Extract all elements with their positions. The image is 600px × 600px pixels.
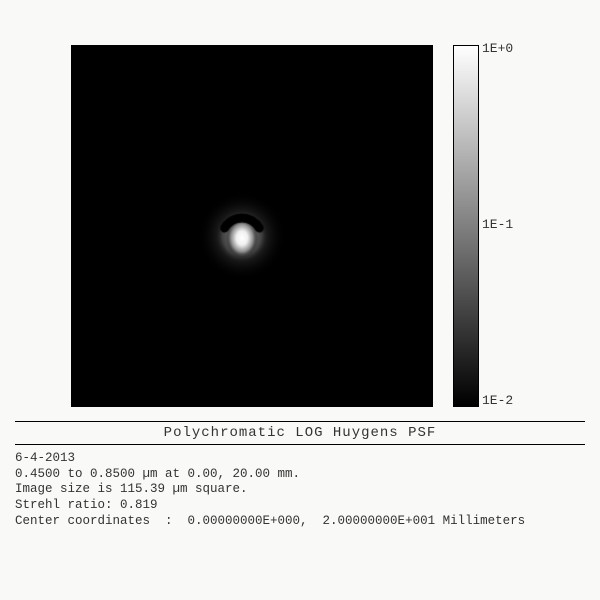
- info-center-coords: Center coordinates : 0.00000000E+000, 2.…: [15, 514, 525, 528]
- plot-title: Polychromatic LOG Huygens PSF: [15, 421, 585, 445]
- colorbar-tick-labels: 1E+01E-11E-2: [479, 45, 529, 405]
- info-wavelength: 0.4500 to 0.8500 µm at 0.00, 20.00 mm.: [15, 467, 300, 481]
- info-date: 6-4-2013: [15, 451, 75, 465]
- figure-frame: 1E+0 1E-1 1E-2 Polychromatic LOG Huygens P…: [0, 0, 600, 600]
- psf-image-container: [71, 45, 433, 407]
- colorbar: [453, 45, 479, 407]
- info-image-size: Image size is 115.39 µm square.: [15, 482, 248, 496]
- main-plot-area: 1E+01E-11E-2: [15, 45, 585, 407]
- info-strehl: Strehl ratio: 0.819: [15, 498, 158, 512]
- colorbar-container: 1E+01E-11E-2: [453, 45, 529, 407]
- colorbar-tick-label: 1E+0: [482, 41, 513, 56]
- info-text-block: 6-4-2013 0.4500 to 0.8500 µm at 0.00, 20…: [15, 451, 585, 529]
- colorbar-tick-label: 1E-1: [482, 217, 513, 232]
- psf-heatmap: [72, 46, 432, 406]
- colorbar-tick-label: 1E-2: [482, 393, 513, 408]
